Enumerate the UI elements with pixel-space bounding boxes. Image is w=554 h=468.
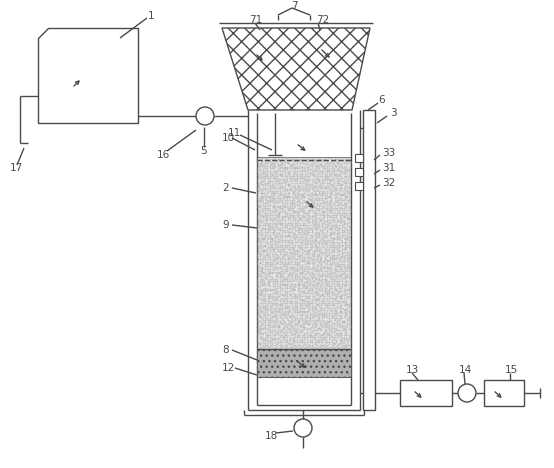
Text: 18: 18: [265, 431, 278, 441]
Text: 12: 12: [222, 363, 235, 373]
Bar: [400, 380, 452, 406]
Text: 2: 2: [222, 183, 229, 193]
Bar: [363, 110, 375, 410]
Text: 31: 31: [382, 163, 395, 173]
Polygon shape: [38, 28, 138, 123]
Text: 10: 10: [222, 133, 235, 143]
Text: 5: 5: [200, 146, 207, 156]
Text: 72: 72: [316, 15, 329, 25]
Text: 16: 16: [157, 150, 170, 160]
Text: 3: 3: [390, 108, 397, 118]
Circle shape: [294, 419, 312, 437]
Text: 71: 71: [249, 15, 262, 25]
Text: 6: 6: [378, 95, 384, 105]
Text: 17: 17: [10, 163, 23, 173]
Text: 15: 15: [505, 365, 518, 375]
Text: 8: 8: [222, 345, 229, 355]
Bar: [257, 349, 351, 377]
Bar: [257, 157, 351, 377]
Text: 7: 7: [291, 1, 297, 11]
Circle shape: [458, 384, 476, 402]
Text: 1: 1: [148, 11, 155, 21]
Text: 14: 14: [459, 365, 472, 375]
Circle shape: [196, 107, 214, 125]
Bar: [355, 182, 363, 190]
Polygon shape: [222, 28, 370, 110]
Text: 9: 9: [222, 220, 229, 230]
Bar: [484, 380, 524, 406]
Text: 33: 33: [382, 148, 395, 158]
Text: 13: 13: [406, 365, 419, 375]
Text: 32: 32: [382, 178, 395, 188]
Text: 11: 11: [228, 128, 241, 138]
Bar: [355, 154, 363, 162]
Bar: [355, 168, 363, 176]
